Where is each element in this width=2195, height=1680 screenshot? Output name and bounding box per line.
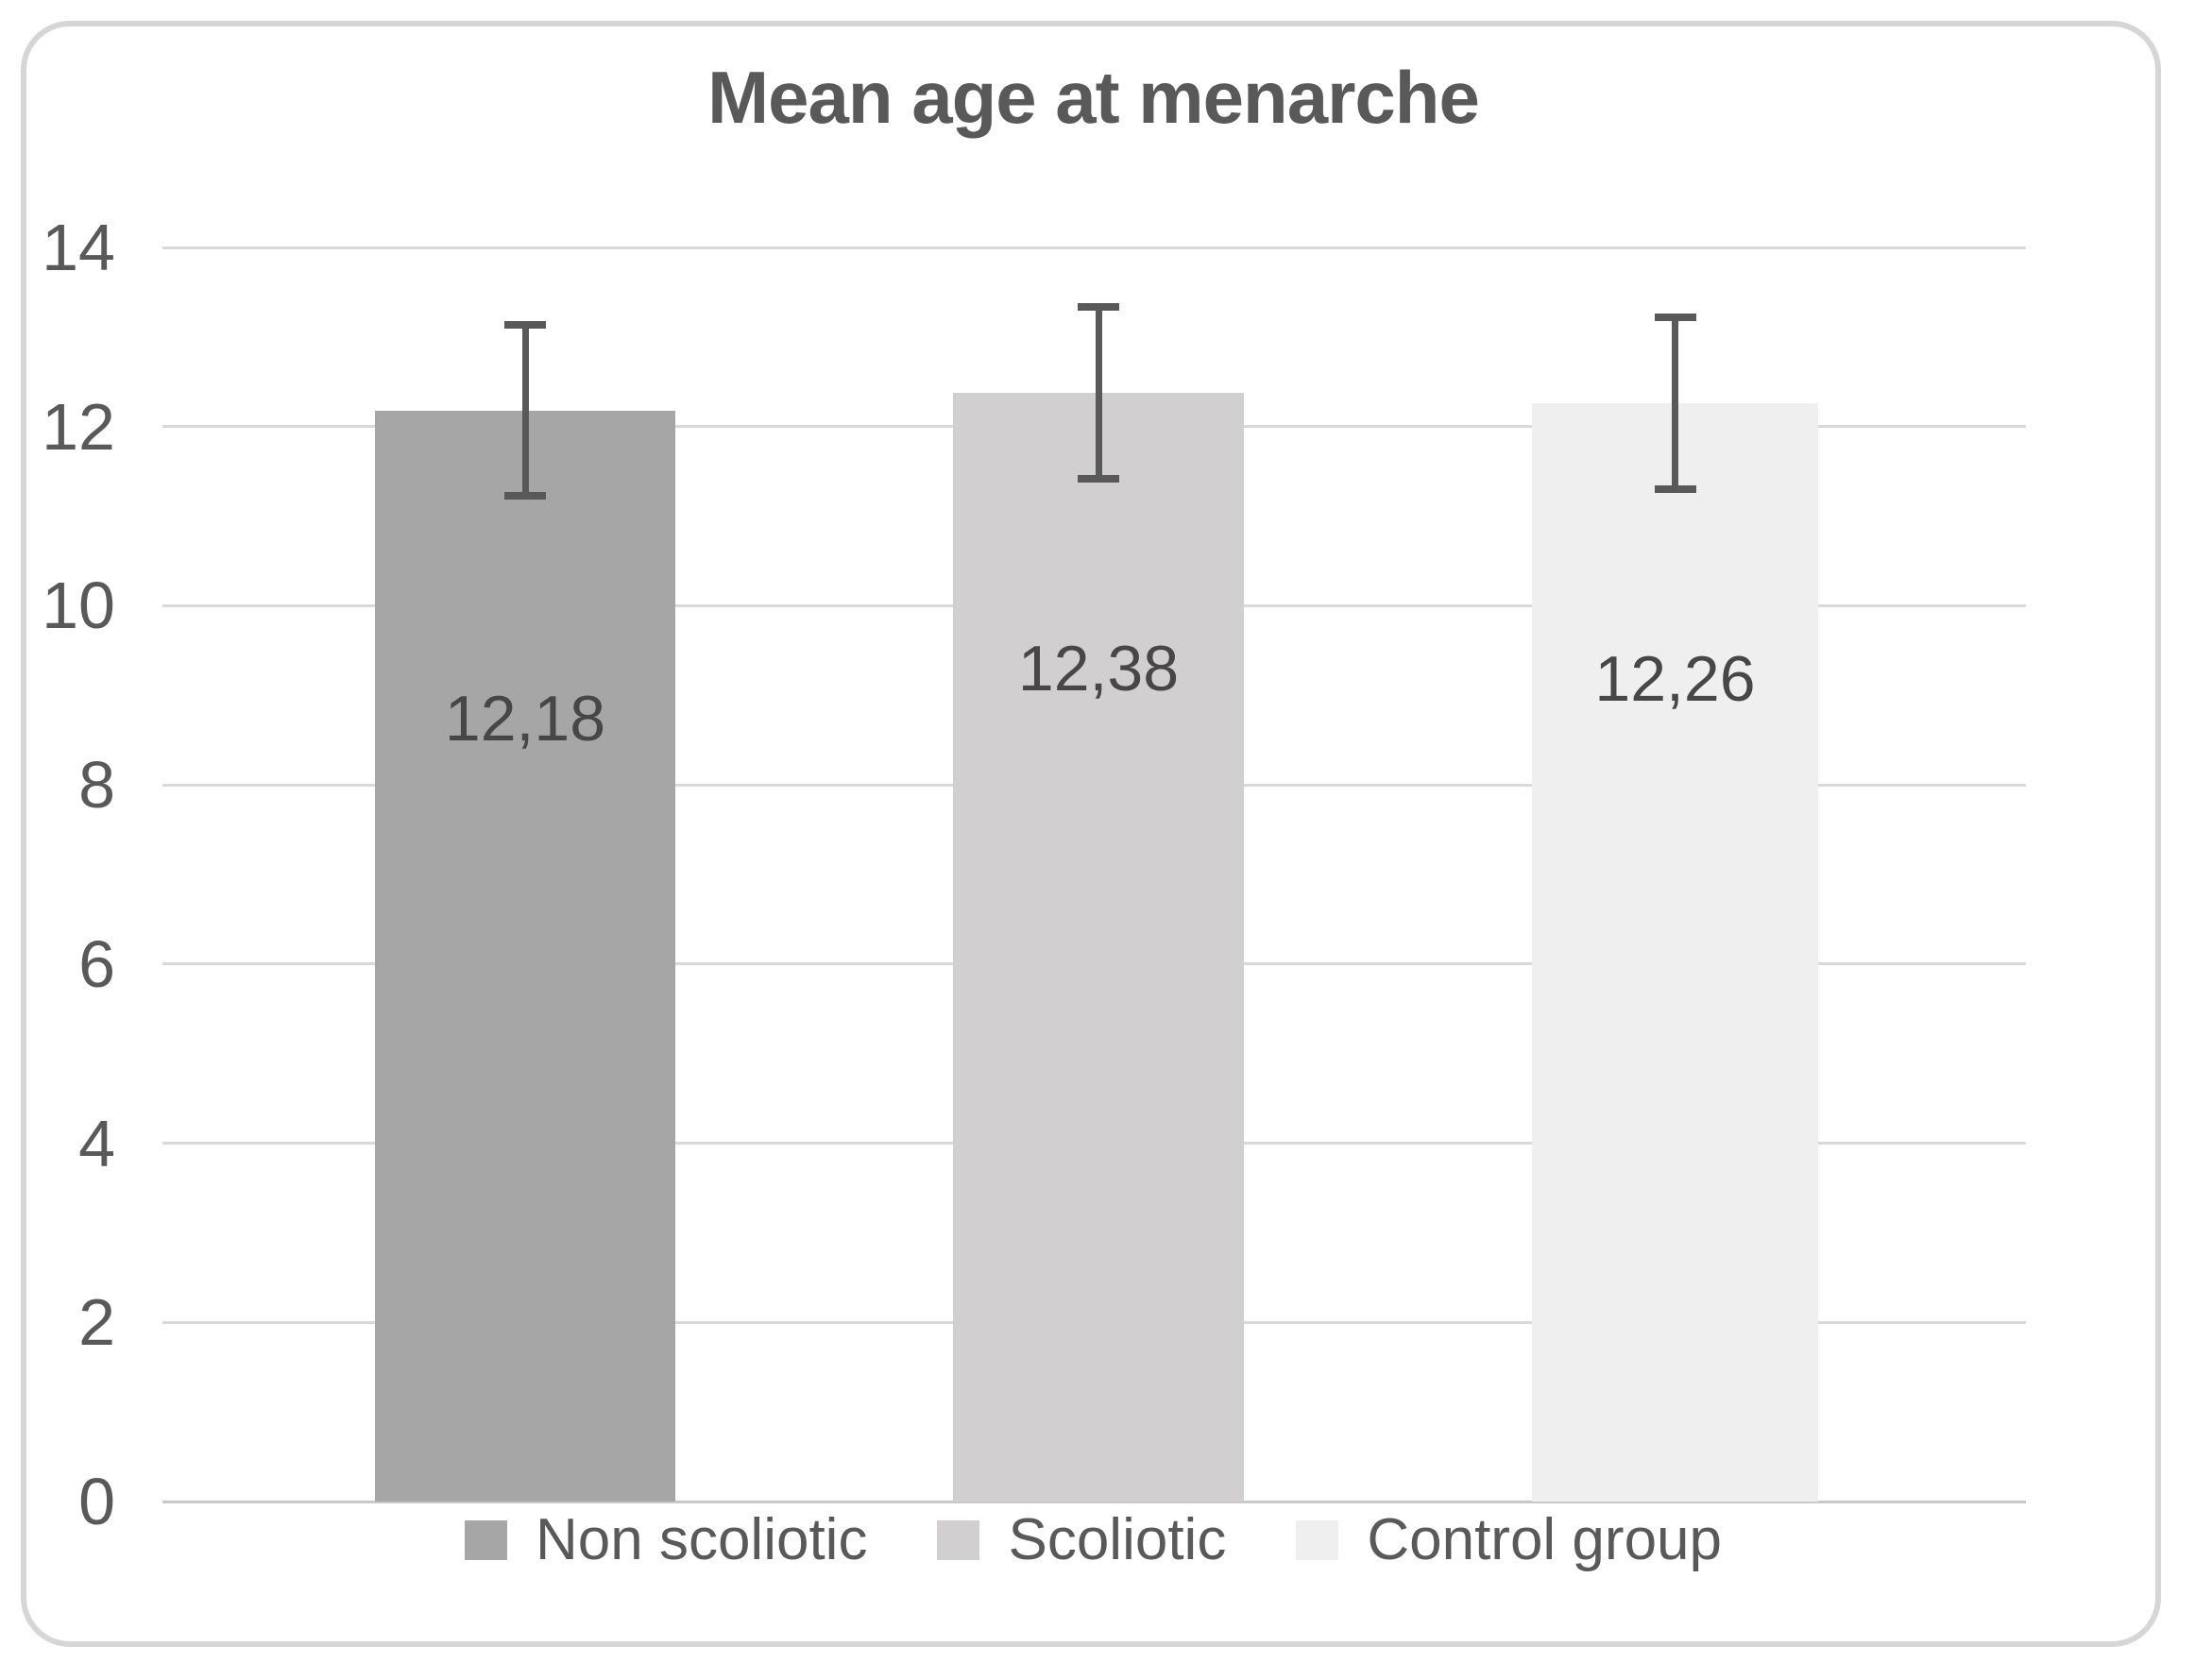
legend-label: Control group: [1367, 1507, 1723, 1572]
y-axis-tick-label: 10: [42, 568, 115, 643]
y-axis-tick-label: 2: [78, 1285, 115, 1360]
bar-value-label: 12,18: [444, 682, 606, 755]
legend-swatch-scoliotic: [937, 1520, 980, 1560]
y-axis-tick-label: 14: [42, 211, 115, 284]
bar-value-label: 12,38: [1017, 632, 1180, 704]
y-axis-tick-label: 0: [78, 1465, 115, 1538]
y-axis-tick-label: 12: [42, 389, 115, 464]
chart-title: Mean age at menarche: [707, 56, 1480, 139]
legend-item-control-group: Control group: [1296, 1507, 1722, 1573]
error-bar-line: [1672, 314, 1678, 493]
chart-frame: [21, 21, 2161, 1647]
bar-control-group: [1532, 403, 1818, 1502]
error-bar-non-scoliotic: [504, 320, 546, 501]
legend-item-scoliotic: Scoliotic: [937, 1507, 1226, 1573]
bar-value-label: 12,26: [1594, 643, 1756, 716]
legend-swatch-control-group: [1296, 1520, 1339, 1560]
bar-non-scoliotic: [375, 410, 675, 1502]
error-bar-bottom-cap: [504, 492, 546, 501]
error-bar-bottom-cap: [1078, 474, 1119, 483]
legend-item-non-scoliotic: Non scoliotic: [464, 1507, 868, 1573]
y-axis-tick-label: 8: [78, 748, 115, 823]
error-bar-top-cap: [1654, 314, 1696, 322]
legend-label: Non scoliotic: [535, 1507, 868, 1572]
y-axis-tick-label: 4: [78, 1106, 115, 1180]
gridline: [162, 246, 2026, 249]
error-bar-line: [521, 320, 529, 501]
x-axis-baseline: [162, 1500, 2026, 1503]
error-bar-top-cap: [1078, 302, 1119, 311]
bar-scoliotic: [953, 392, 1244, 1502]
legend-label: Scoliotic: [1008, 1507, 1227, 1572]
error-bar-scoliotic: [1078, 302, 1119, 483]
y-axis-tick-label: 6: [78, 926, 115, 1001]
legend-swatch-non-scoliotic: [464, 1520, 507, 1560]
error-bar-bottom-cap: [1654, 484, 1696, 493]
legend: Non scoliotic Scoliotic Control group: [161, 1507, 2026, 1573]
error-bar-top-cap: [504, 320, 546, 329]
error-bar-control-group: [1654, 314, 1696, 493]
error-bar-line: [1095, 302, 1102, 483]
